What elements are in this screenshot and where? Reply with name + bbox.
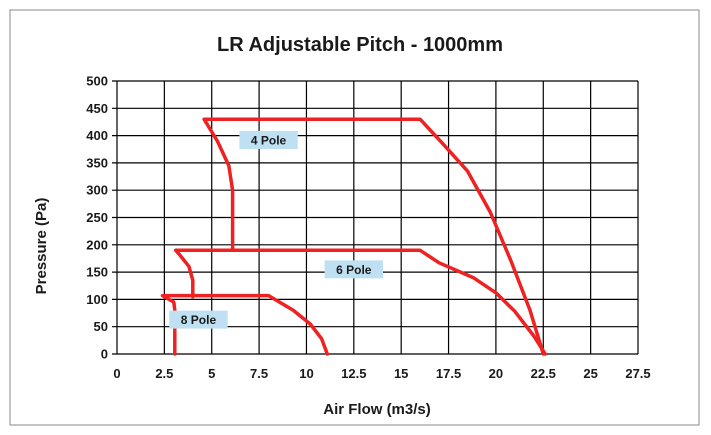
series-label-6-pole: 6 Pole xyxy=(336,263,372,277)
x-tick-label: 7.5 xyxy=(250,366,268,381)
y-tick-label: 350 xyxy=(86,155,108,170)
y-tick-label: 200 xyxy=(86,237,108,252)
y-tick-label: 450 xyxy=(86,101,108,116)
x-tick-label: 10 xyxy=(299,366,313,381)
x-axis-label: Air Flow (m3/s) xyxy=(323,401,431,418)
series-line-4-pole xyxy=(202,117,546,356)
x-tick-label: 22.5 xyxy=(531,366,556,381)
x-tick-label: 5 xyxy=(208,366,215,381)
series-label-4-pole: 4 Pole xyxy=(251,133,287,147)
y-tick-label: 0 xyxy=(101,347,108,362)
series-labels: 4 Pole 6 Pole 8 Pole xyxy=(169,130,384,329)
y-tick-label: 150 xyxy=(86,265,108,280)
x-tick-label: 0 xyxy=(113,366,120,381)
y-tick-label: 100 xyxy=(86,292,108,307)
tick-labels: 0 2.5 5 7.5 10 12.5 15 17.5 20 22.5 25 27.5 0 50 100 15… xyxy=(86,74,650,382)
x-tick-label: 20 xyxy=(489,366,503,381)
x-tick-label: 15 xyxy=(394,366,408,381)
x-tick-label: 2.5 xyxy=(155,366,173,381)
x-tick-label: 27.5 xyxy=(625,366,650,381)
series-label-8-pole: 8 Pole xyxy=(181,313,217,327)
x-tick-label: 12.5 xyxy=(341,366,366,381)
x-tick-label: 25 xyxy=(583,366,597,381)
series-label-box-6-pole xyxy=(324,260,384,279)
y-tick-label: 300 xyxy=(86,183,108,198)
series-line-6-pole xyxy=(173,248,547,356)
y-tick-label: 500 xyxy=(86,74,108,89)
x-tick-label: 17.5 xyxy=(436,366,461,381)
chart-title: LR Adjustable Pitch - 1000mm xyxy=(217,34,503,56)
y-axis-label: Pressure (Pa) xyxy=(33,198,50,295)
y-tick-label: 400 xyxy=(86,128,108,143)
series-label-box-8-pole xyxy=(169,310,228,329)
y-tick-label: 50 xyxy=(94,319,108,334)
y-tick-label: 250 xyxy=(86,210,108,225)
series-label-box-4-pole xyxy=(239,130,298,149)
